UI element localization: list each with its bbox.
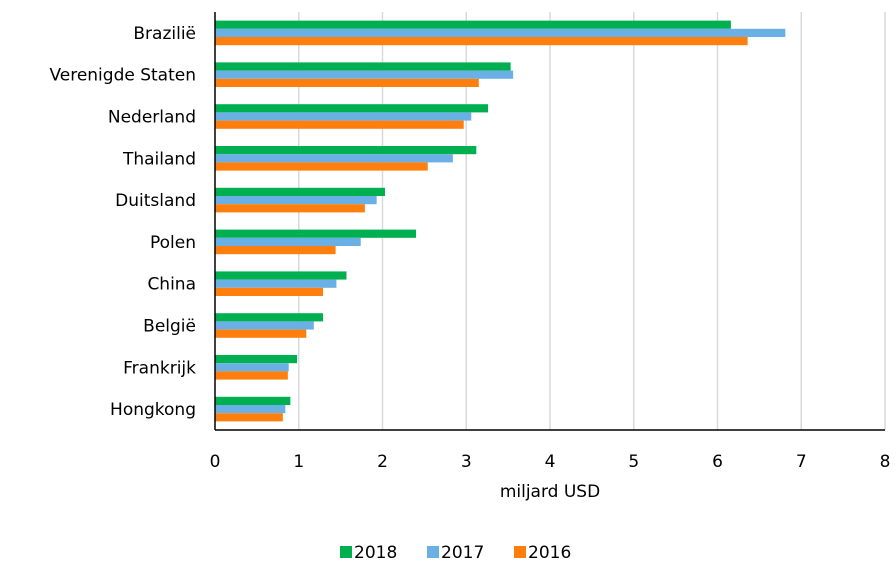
category-labels: Brazilië Verenigde Staten Nederland Thailan… bbox=[49, 24, 196, 420]
legend-swatch-2018 bbox=[340, 546, 352, 558]
bar-2016 bbox=[215, 329, 307, 338]
bar-2016 bbox=[215, 120, 464, 129]
x-tick-label: 5 bbox=[628, 452, 639, 472]
bar-2018 bbox=[215, 396, 291, 405]
legend-swatch-2016 bbox=[514, 546, 526, 558]
bar-2016 bbox=[215, 287, 324, 296]
bar-2016 bbox=[215, 246, 336, 255]
category-label: Polen bbox=[150, 233, 196, 253]
x-tick-labels: 0 1 2 3 4 5 6 7 8 bbox=[210, 452, 891, 472]
bar-2017 bbox=[215, 237, 361, 246]
bar-2017 bbox=[215, 363, 289, 372]
bar-2017 bbox=[215, 154, 453, 163]
bar-2016 bbox=[215, 37, 748, 46]
x-tick-label: 1 bbox=[293, 452, 304, 472]
category-label: Brazilië bbox=[133, 24, 196, 44]
bar-2017 bbox=[215, 279, 337, 288]
x-tick-label: 2 bbox=[377, 452, 388, 472]
legend-label: 2016 bbox=[528, 543, 571, 563]
x-tick-label: 3 bbox=[461, 452, 472, 472]
bar-2016 bbox=[215, 413, 283, 422]
bar-2018 bbox=[215, 20, 731, 29]
x-tick-label: 6 bbox=[712, 452, 723, 472]
bar-2018 bbox=[215, 271, 347, 280]
category-label: Verenigde Staten bbox=[49, 66, 196, 86]
bar-2018 bbox=[215, 62, 511, 71]
category-label: China bbox=[147, 275, 196, 295]
bar-2017 bbox=[215, 28, 786, 37]
bar-2018 bbox=[215, 229, 416, 238]
bar-2016 bbox=[215, 162, 428, 171]
x-axis-title: miljard USD bbox=[500, 482, 600, 502]
bar-2016 bbox=[215, 371, 288, 380]
legend: 2018 2017 2016 bbox=[340, 543, 571, 563]
x-tick-label: 7 bbox=[796, 452, 807, 472]
legend-swatch-2017 bbox=[427, 546, 439, 558]
bar-2017 bbox=[215, 112, 472, 121]
bar-2016 bbox=[215, 204, 365, 213]
bar-2017 bbox=[215, 321, 314, 330]
bar-2018 bbox=[215, 355, 298, 364]
axes bbox=[214, 12, 885, 431]
category-label: België bbox=[143, 317, 196, 337]
x-tick-label: 8 bbox=[880, 452, 891, 472]
category-label: Nederland bbox=[108, 108, 196, 128]
bar-2018 bbox=[215, 313, 324, 322]
bar-2016 bbox=[215, 78, 479, 87]
bar-2017 bbox=[215, 405, 286, 414]
category-label: Duitsland bbox=[115, 191, 196, 211]
category-label: Frankrijk bbox=[123, 358, 196, 378]
bars bbox=[215, 20, 786, 422]
bar-2018 bbox=[215, 146, 477, 155]
bar-2018 bbox=[215, 187, 386, 196]
bar-2017 bbox=[215, 70, 514, 79]
legend-label: 2018 bbox=[354, 543, 397, 563]
category-label: Hongkong bbox=[110, 400, 196, 420]
category-label: Thailand bbox=[122, 149, 196, 169]
x-tick-label: 4 bbox=[545, 452, 556, 472]
legend-label: 2017 bbox=[441, 543, 484, 563]
bar-2018 bbox=[215, 104, 489, 113]
x-tick-label: 0 bbox=[210, 452, 221, 472]
bar-2017 bbox=[215, 196, 377, 205]
